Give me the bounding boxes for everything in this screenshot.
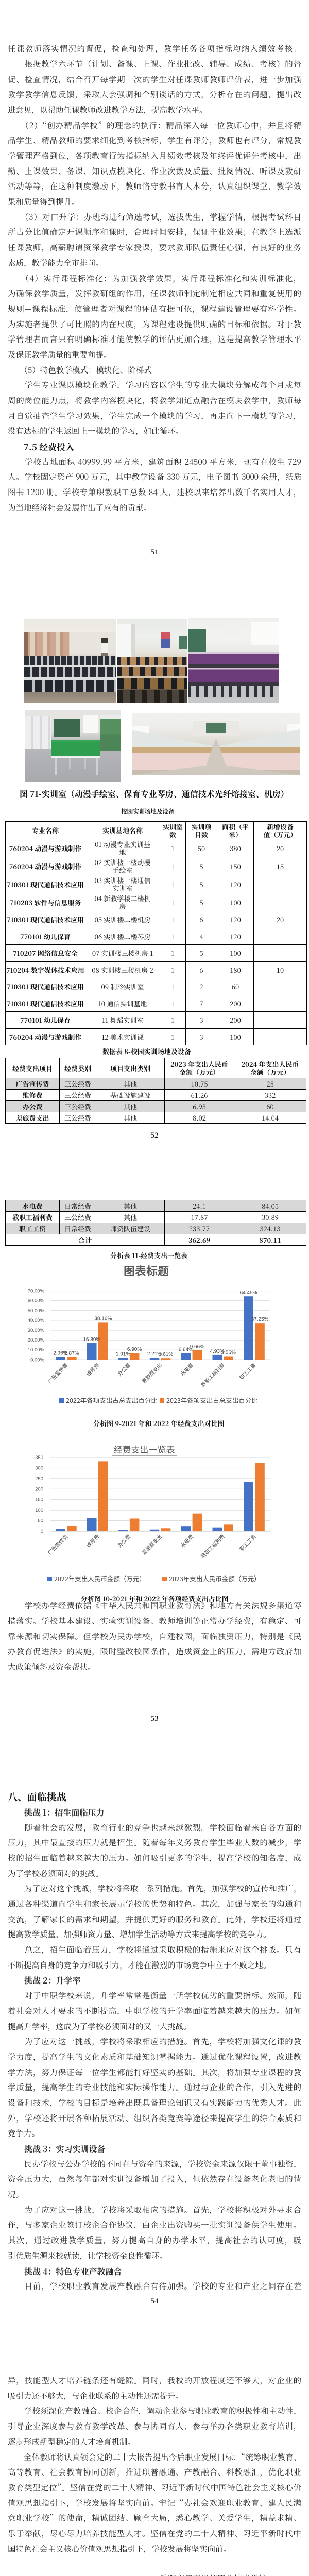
svg-text:2.87%: 2.87% — [64, 1351, 79, 1357]
svg-text:9.66%: 9.66% — [190, 1344, 204, 1350]
svg-text:维修费: 维修费 — [84, 1533, 101, 1549]
svg-text:200: 200 — [35, 1486, 43, 1492]
svg-text:办公费: 办公费 — [115, 1533, 132, 1549]
svg-text:6.64%: 6.64% — [179, 1347, 193, 1353]
svg-text:37.25%: 37.25% — [251, 1317, 269, 1323]
svg-text:2023年支出人民币金额（万元）: 2023年支出人民币金额（万元） — [169, 1573, 261, 1583]
svg-text:6.90%: 6.90% — [127, 1347, 142, 1352]
svg-text:20.00%: 20.00% — [28, 1337, 45, 1343]
svg-text:50: 50 — [38, 1518, 43, 1524]
svg-text:教职工福利费: 教职工福利费 — [199, 1533, 226, 1560]
svg-text:10.00%: 10.00% — [28, 1347, 45, 1353]
svg-text:2022年各项支出占总支出百分比: 2022年各项支出占总支出百分比 — [66, 1395, 158, 1405]
svg-text:职工工资: 职工工资 — [237, 1533, 258, 1553]
svg-text:水电费: 水电费 — [178, 1533, 195, 1549]
svg-text:2.21%: 2.21% — [147, 1351, 162, 1357]
svg-text:1.61%: 1.61% — [159, 1352, 173, 1358]
svg-text:350: 350 — [35, 1455, 43, 1461]
svg-text:50.00%: 50.00% — [28, 1308, 45, 1314]
svg-text:0: 0 — [41, 1529, 43, 1534]
svg-text:3.55%: 3.55% — [221, 1350, 236, 1356]
svg-text:0.00%: 0.00% — [30, 1357, 44, 1363]
svg-text:广告宣传费: 广告宣传费 — [46, 1533, 70, 1556]
svg-text:70.00%: 70.00% — [28, 1289, 45, 1294]
svg-text:广告宣传费: 广告宣传费 — [46, 1361, 70, 1385]
svg-text:差旅费支出: 差旅费支出 — [140, 1533, 163, 1556]
svg-text:250: 250 — [35, 1476, 43, 1482]
svg-text:60.00%: 60.00% — [28, 1298, 45, 1304]
svg-text:16.89%: 16.89% — [83, 1337, 100, 1343]
svg-text:2.96%: 2.96% — [53, 1351, 67, 1357]
svg-text:水电费: 水电费 — [178, 1361, 195, 1378]
svg-text:经费支出一览表: 经费支出一览表 — [114, 1443, 175, 1455]
svg-text:差旅费支出: 差旅费支出 — [140, 1361, 163, 1385]
svg-text:100: 100 — [35, 1507, 43, 1513]
svg-text:30.00%: 30.00% — [28, 1328, 45, 1333]
svg-text:300: 300 — [35, 1465, 43, 1471]
svg-text:4.93%: 4.93% — [210, 1349, 225, 1354]
svg-text:教职工福利费: 教职工福利费 — [199, 1361, 226, 1388]
svg-text:2023年各项支出占总支出百分比: 2023年各项支出占总支出百分比 — [166, 1395, 258, 1405]
svg-text:38.16%: 38.16% — [94, 1316, 112, 1321]
svg-text:图表标题: 图表标题 — [124, 1262, 169, 1279]
svg-text:2022年支出人民币金额（万元）: 2022年支出人民币金额（万元） — [54, 1573, 146, 1583]
svg-text:职工工资: 职工工资 — [237, 1361, 258, 1381]
svg-text:1.91%: 1.91% — [116, 1352, 130, 1358]
svg-text:维修费: 维修费 — [84, 1361, 101, 1378]
svg-text:办公费: 办公费 — [115, 1361, 132, 1378]
svg-text:64.45%: 64.45% — [240, 1290, 258, 1296]
svg-text:40.00%: 40.00% — [28, 1318, 45, 1324]
svg-text:150: 150 — [35, 1497, 43, 1503]
